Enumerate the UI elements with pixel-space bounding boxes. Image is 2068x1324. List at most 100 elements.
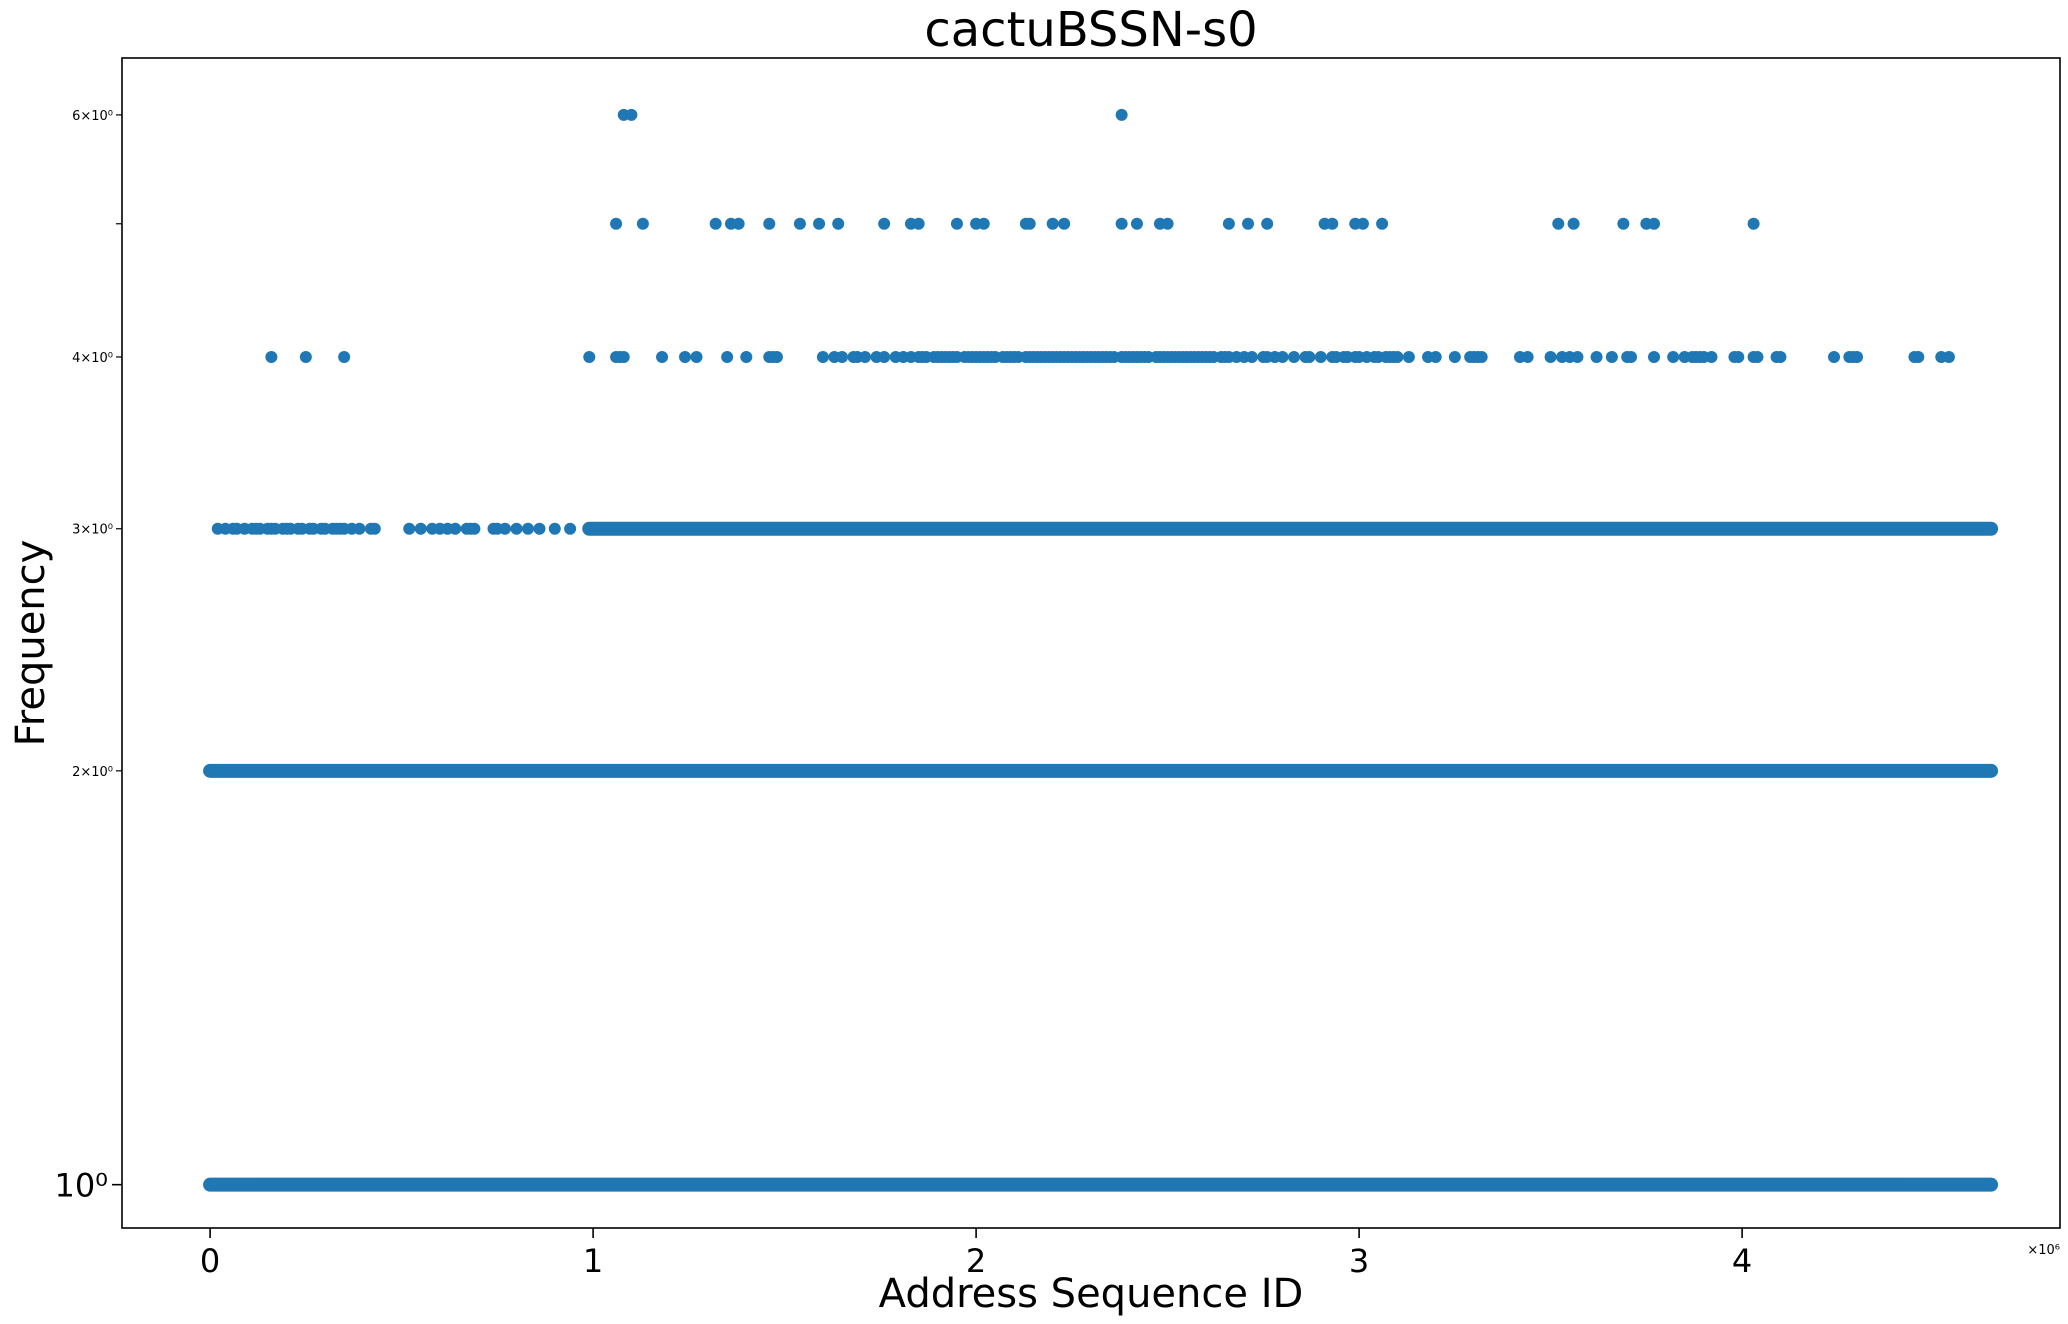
data-point [353,522,366,535]
data-point [878,217,891,230]
data-point [1058,217,1071,230]
data-point [564,522,577,535]
data-point [878,350,891,363]
data-point [636,217,649,230]
data-point [977,217,990,230]
data-point [1648,217,1661,230]
data-point [533,522,546,535]
data-point [1023,217,1036,230]
data-point [1276,350,1289,363]
data-point [1705,350,1718,363]
data-point [414,522,427,535]
data-point [770,350,783,363]
data-point [832,217,845,230]
data-point [449,522,462,535]
data-point [813,217,826,230]
data-point [1402,350,1415,363]
data-point [617,350,630,363]
data-point [656,350,669,363]
data-point [1732,350,1745,363]
data-point [1774,350,1787,363]
data-point [368,522,381,535]
data-point [1314,350,1327,363]
data-point [1625,350,1638,363]
data-point [403,522,416,535]
data-point [625,108,638,121]
data-point [709,217,722,230]
data-point [1912,350,1925,363]
x-axis-label: Address Sequence ID [879,1271,1304,1317]
data-point [950,217,963,230]
x-tick-label: 3 [1349,1242,1369,1280]
data-point [299,350,312,363]
data-point [1475,350,1488,363]
plot-content [203,108,1999,1192]
data-point [1667,350,1680,363]
y-minor-tick-label: 6×10⁰ [72,109,113,124]
data-point [1245,350,1258,363]
data-point [690,350,703,363]
data-point [1046,217,1059,230]
data-point [836,350,849,363]
data-point [1222,217,1235,230]
data-point [793,217,806,230]
x-tick-label: 2 [966,1242,986,1280]
data-point [1571,350,1584,363]
data-point [740,350,753,363]
data-point [1391,350,1404,363]
x-tick-label: 1 [583,1242,603,1280]
data-point [1376,217,1389,230]
data-point [1356,217,1369,230]
data-point [1617,217,1630,230]
data-point [1567,217,1580,230]
data-point [1326,217,1339,230]
data-point [816,350,829,363]
data-point [1130,217,1143,230]
data-point [1552,217,1565,230]
data-point [732,217,745,230]
data-point [763,217,776,230]
data-point [1544,350,1557,363]
data-point [1851,350,1864,363]
x-tick-label: 4 [1732,1242,1752,1280]
data-point [1942,350,1955,363]
data-point [1303,350,1316,363]
plot-frame [121,57,2061,1229]
y-major-tick-label: 10⁰ [54,1167,108,1205]
data-point [510,522,523,535]
data-point [1261,217,1274,230]
data-point [1429,350,1442,363]
data-point [1287,350,1300,363]
data-point [1747,217,1760,230]
data-point [265,350,278,363]
data-point [548,522,561,535]
y-axis-label: Frequency [8,540,54,747]
y-minor-tick-label: 2×10⁰ [72,765,113,780]
data-point [1242,217,1255,230]
data-point [499,522,512,535]
data-point [1751,350,1764,363]
y-minor-tick-label: 3×10⁰ [72,523,113,538]
data-point [1590,350,1603,363]
data-point [1828,350,1841,363]
y-minor-tick-label: 4×10⁰ [72,351,113,366]
data-point [1648,350,1661,363]
x-tick-label: 0 [200,1242,220,1280]
data-point [1521,350,1534,363]
data-point [610,217,623,230]
data-point [338,350,351,363]
data-point [1115,217,1128,230]
data-point [1448,350,1461,363]
chart-title: cactuBSSN-s0 [924,2,1257,58]
data-point [583,350,596,363]
x-offset-label: ×10⁶ [2027,1243,2060,1258]
data-point [721,350,734,363]
data-point [1115,108,1128,121]
data-point [859,350,872,363]
data-point [521,522,534,535]
data-point [912,217,925,230]
data-point [1161,217,1174,230]
